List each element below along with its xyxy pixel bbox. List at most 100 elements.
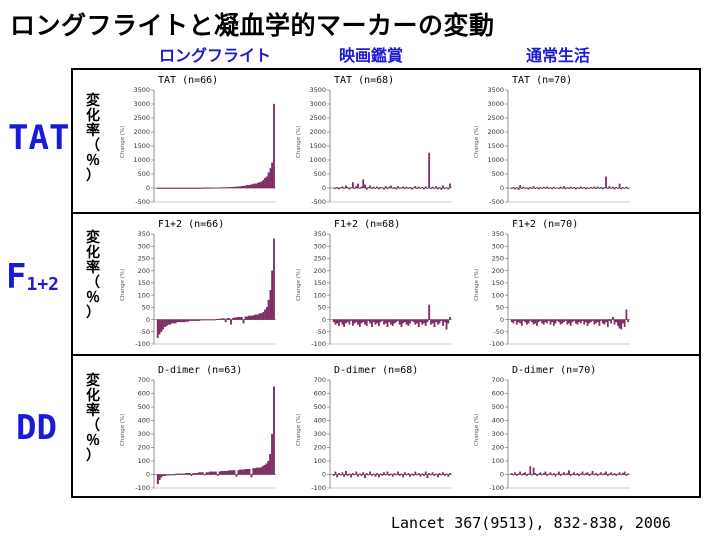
bar: [532, 319, 535, 325]
bar: [514, 319, 516, 321]
bar: [600, 319, 602, 321]
bar: [544, 471, 547, 475]
bar: [612, 474, 614, 476]
bar: [364, 319, 366, 325]
bar: [242, 319, 245, 324]
bar: [214, 319, 216, 321]
bar: [341, 186, 344, 189]
y-tick-label: 350: [492, 230, 504, 238]
bar: [364, 184, 366, 189]
bar: [433, 319, 436, 328]
bar: [350, 319, 352, 321]
bar: [345, 319, 347, 324]
bar: [606, 474, 609, 476]
bar: [168, 474, 170, 476]
bar: [620, 474, 623, 476]
y-tick-label: 150: [314, 279, 326, 287]
y-tick-label: 250: [492, 255, 504, 263]
y-tick-label: 3000: [133, 100, 150, 108]
bar: [343, 474, 346, 477]
bar: [231, 318, 234, 320]
bar: [212, 319, 215, 321]
bar: [222, 471, 225, 475]
y-axis-small-label: Change (%): [120, 126, 126, 158]
y-tick-label: 600: [314, 390, 326, 398]
y-tick-label: 50: [318, 304, 326, 312]
bar: [253, 315, 256, 320]
y-tick-label: 100: [138, 291, 150, 299]
y-axis-char: ）: [86, 168, 100, 184]
bar: [576, 319, 579, 325]
y-tick-label: 1000: [487, 156, 504, 164]
y-tick-label: 2500: [487, 114, 504, 122]
bar: [431, 472, 434, 475]
bar: [212, 187, 215, 189]
bar: [404, 472, 406, 475]
bar: [598, 187, 601, 189]
panel-title: TAT (n=70): [512, 75, 572, 86]
bar: [205, 319, 207, 321]
bar: [414, 471, 417, 475]
bar: [369, 471, 372, 475]
bar: [364, 474, 366, 479]
bar: [386, 187, 389, 189]
bar: [390, 319, 392, 325]
bar: [189, 187, 191, 189]
bar: [156, 187, 159, 189]
y-tick-label: 200: [314, 444, 326, 452]
bar: [618, 319, 621, 329]
bar: [569, 186, 572, 189]
bar: [228, 318, 231, 320]
bar: [524, 319, 527, 323]
bar: [559, 474, 562, 476]
bar: [419, 474, 422, 477]
bar: [431, 186, 434, 189]
bar: [598, 319, 601, 326]
bar: [598, 473, 601, 475]
bar: [529, 187, 532, 189]
bar: [190, 474, 193, 476]
bar: [269, 454, 272, 475]
bar: [574, 319, 577, 324]
bar: [539, 187, 542, 189]
y-axis-char: （: [86, 138, 100, 154]
y-tick-label: -100: [135, 484, 150, 492]
bar: [181, 187, 184, 189]
bar: [376, 186, 378, 189]
bar: [605, 176, 607, 189]
bar: [231, 470, 234, 475]
column-heading-long-flight: ロングフライト: [158, 46, 271, 65]
bar: [158, 319, 161, 335]
bar: [520, 319, 523, 326]
bar: [265, 307, 268, 320]
y-tick-label: 300: [138, 430, 150, 438]
bar: [199, 319, 202, 321]
bar: [442, 319, 444, 326]
bar: [583, 474, 586, 476]
panel-title: D-dimer (n=68): [334, 365, 418, 376]
y-axis-small-label: Change (%): [296, 126, 302, 158]
bar: [233, 470, 236, 475]
bar: [246, 316, 249, 320]
chart-f12-long-flight: F1+2 (n=66) Change (%) -100 -50 0 50 100 150 200…: [120, 219, 276, 348]
bar: [376, 319, 378, 324]
bar: [177, 473, 180, 475]
bar: [529, 319, 532, 321]
bar: [600, 472, 602, 475]
bar: [539, 319, 542, 321]
bar: [255, 183, 257, 189]
bar: [237, 316, 240, 320]
bar: [205, 472, 208, 475]
bar: [410, 187, 413, 190]
bar: [208, 187, 211, 189]
bar: [190, 187, 193, 189]
bar: [351, 473, 354, 475]
bar: [260, 181, 263, 189]
bar: [346, 474, 349, 476]
bar: [605, 471, 607, 475]
bar: [554, 319, 557, 324]
bar: [519, 185, 521, 189]
bar: [613, 319, 616, 325]
bar: [537, 473, 540, 475]
y-axis-char: 変: [86, 230, 100, 246]
